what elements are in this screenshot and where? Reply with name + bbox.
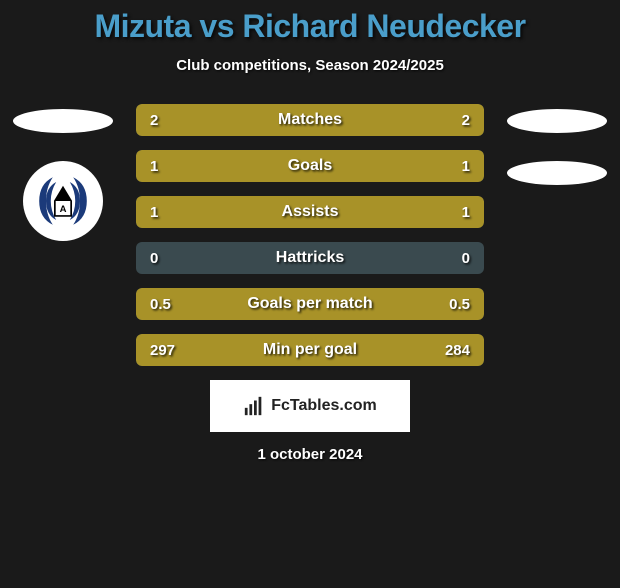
comparison-title: Mizuta vs Richard Neudecker [0,8,620,45]
stat-row: 2 Matches 2 [136,104,484,136]
attribution-text: FcTables.com [271,397,377,415]
stats-column: 2 Matches 2 1 Goals 1 1 Assists 1 0 Hattricks 0 0.5 G… [136,104,484,366]
blank-club-oval [13,109,113,133]
attribution-box: FcTables.com [210,380,410,432]
stat-value-right: 1 [462,158,470,175]
svg-text:A: A [60,204,67,215]
player-right-badges [502,104,612,366]
stat-value-left: 2 [150,112,158,129]
club-badge-arminia: A [23,161,103,241]
fctables-icon [243,395,265,417]
stat-label: Hattricks [276,249,344,267]
player-left-badges: A [8,104,118,366]
stat-value-left: 1 [150,158,158,175]
stat-label: Min per goal [263,341,357,359]
stat-label: Matches [278,111,342,129]
stat-value-right: 1 [462,204,470,221]
stat-label: Goals [288,157,332,175]
stat-value-right: 2 [462,112,470,129]
stat-value-right: 0.5 [449,296,470,313]
stat-row: 297 Min per goal 284 [136,334,484,366]
stat-label: Assists [282,203,339,221]
stat-value-left: 0 [150,250,158,267]
stat-row: 1 Assists 1 [136,196,484,228]
stat-bar-right [310,150,484,182]
stat-row: 1 Goals 1 [136,150,484,182]
blank-club-oval [507,161,607,185]
stat-row: 0 Hattricks 0 [136,242,484,274]
season-subtitle: Club competitions, Season 2024/2025 [0,57,620,74]
stat-value-left: 297 [150,342,175,359]
blank-club-oval [507,109,607,133]
stat-value-left: 0.5 [150,296,171,313]
date-label: 1 october 2024 [0,446,620,463]
stat-value-right: 0 [462,250,470,267]
comparison-content: A 2 Matches 2 1 Goals 1 1 Assists 1 0 Hattricks 0 0.… [0,104,620,366]
stat-bar-left [136,150,310,182]
stat-value-left: 1 [150,204,158,221]
stat-row: 0.5 Goals per match 0.5 [136,288,484,320]
stat-label: Goals per match [247,295,372,313]
stat-value-right: 284 [445,342,470,359]
